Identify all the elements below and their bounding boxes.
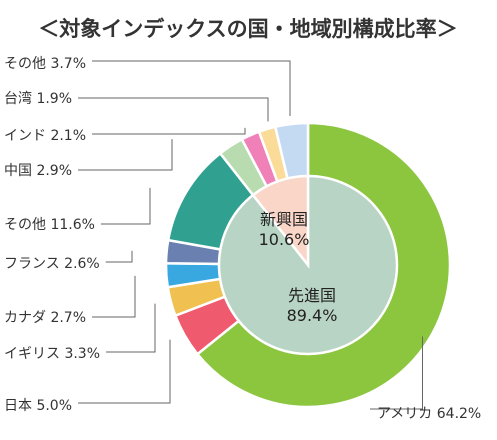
leader-line-インド xyxy=(92,127,246,135)
leader-line-アメリカ xyxy=(370,336,423,410)
outer-label-イギリス: イギリス 3.3% xyxy=(4,346,100,362)
inner-slice-新興国 xyxy=(251,174,310,269)
outer-label-カナダ: カナダ 2.7% xyxy=(4,310,86,326)
inner-label-新興国: 新興国 10.6% xyxy=(259,210,310,249)
leader-line-その他-先進国- xyxy=(100,187,151,225)
chart-title: ＜対象インデックスの国・地域別構成比率＞ xyxy=(38,17,457,41)
outer-label-その他-新興国-: その他 3.7% xyxy=(4,56,86,72)
slice-labels: 先進国 89.4% 新興国 10.6% アメリカ 64.2% 日本 5.0% イギリス 3.… xyxy=(4,56,481,422)
leader-line-フランス xyxy=(105,250,133,263)
outer-label-日本: 日本 5.0% xyxy=(4,398,72,414)
leader-line-日本 xyxy=(78,339,171,404)
leader-line-台湾 xyxy=(78,97,269,122)
inner-pie xyxy=(217,174,399,356)
outer-label-中国: 中国 2.9% xyxy=(4,163,72,179)
leader-line-その他-新興国- xyxy=(92,60,291,117)
outer-label-アメリカ: アメリカ 64.2% xyxy=(377,406,481,422)
outer-label-フランス: フランス 2.6% xyxy=(4,256,100,272)
inner-label-先進国: 先進国 89.4% xyxy=(287,286,338,325)
leader-line-イギリス xyxy=(106,303,156,353)
leader-line-カナダ xyxy=(92,275,136,318)
leader-lines xyxy=(78,60,423,410)
outer-label-台湾: 台湾 1.9% xyxy=(4,90,72,107)
outer-label-その他-先進国-: その他 11.6% xyxy=(4,217,95,233)
leader-line-中国 xyxy=(78,139,173,171)
outer-label-インド: インド 2.1% xyxy=(4,128,86,144)
